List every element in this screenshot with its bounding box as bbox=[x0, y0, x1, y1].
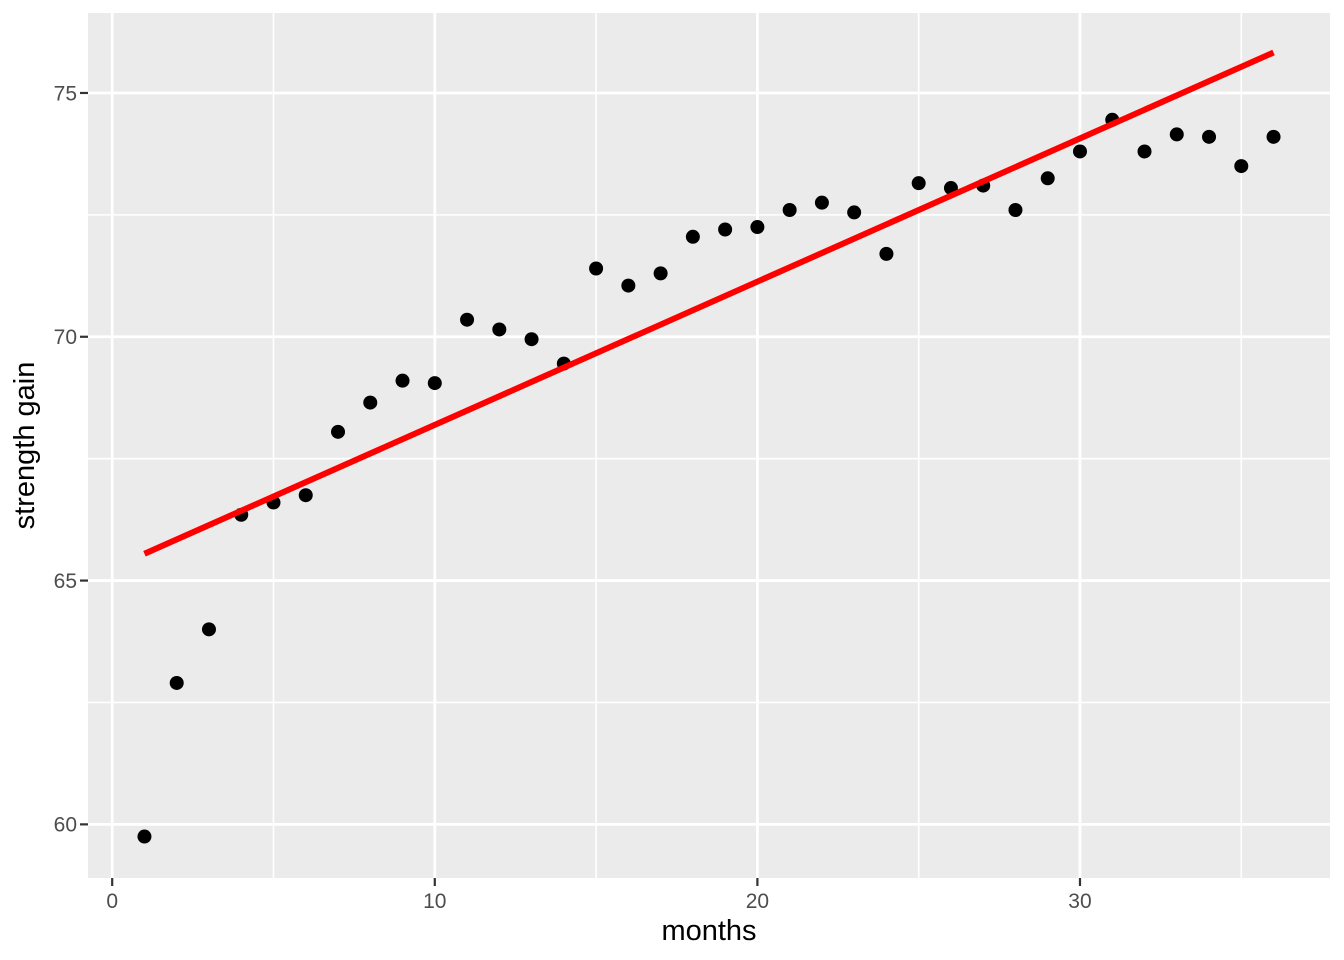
data-point bbox=[363, 395, 378, 410]
x-tick-label: 20 bbox=[746, 890, 769, 913]
data-point bbox=[427, 376, 442, 391]
data-point bbox=[911, 176, 926, 191]
data-point bbox=[1169, 127, 1184, 142]
axis-layer: 0 10 20 30 60 65 70 75 bbox=[54, 82, 1092, 913]
data-point bbox=[847, 205, 862, 220]
data-point bbox=[621, 278, 636, 293]
data-point bbox=[1040, 171, 1055, 186]
data-point bbox=[1266, 129, 1281, 144]
data-point bbox=[814, 195, 829, 210]
trend-line bbox=[143, 49, 1275, 557]
y-tick-label: 75 bbox=[54, 82, 77, 105]
x-tick-label: 10 bbox=[423, 890, 446, 913]
data-point bbox=[524, 332, 539, 347]
y-tick-label: 60 bbox=[54, 814, 77, 837]
data-point bbox=[782, 202, 797, 217]
data-point bbox=[1234, 159, 1249, 174]
data-point bbox=[395, 373, 410, 388]
data-point bbox=[460, 312, 475, 327]
x-tick-label: 0 bbox=[106, 890, 118, 913]
data-point bbox=[718, 222, 733, 237]
data-point bbox=[201, 622, 216, 637]
data-point bbox=[685, 229, 700, 244]
y-axis-title: strength gain bbox=[9, 362, 41, 530]
data-point bbox=[1072, 144, 1087, 159]
data-point bbox=[653, 266, 668, 281]
data-point bbox=[169, 675, 184, 690]
data-point bbox=[1137, 144, 1152, 159]
y-tick-label: 65 bbox=[54, 570, 77, 593]
data-point bbox=[750, 220, 765, 235]
data-point bbox=[1202, 129, 1217, 144]
plot-panel-layer bbox=[88, 13, 1330, 878]
x-axis-title: months bbox=[661, 915, 756, 947]
data-point bbox=[589, 261, 604, 276]
data-point bbox=[137, 829, 152, 844]
panel-background bbox=[88, 13, 1330, 878]
data-point bbox=[879, 246, 894, 261]
data-point bbox=[298, 488, 313, 503]
x-tick-label: 30 bbox=[1068, 890, 1091, 913]
data-point bbox=[1008, 202, 1023, 217]
data-point bbox=[492, 322, 507, 337]
data-point bbox=[331, 424, 346, 439]
y-tick-label: 70 bbox=[54, 326, 77, 349]
